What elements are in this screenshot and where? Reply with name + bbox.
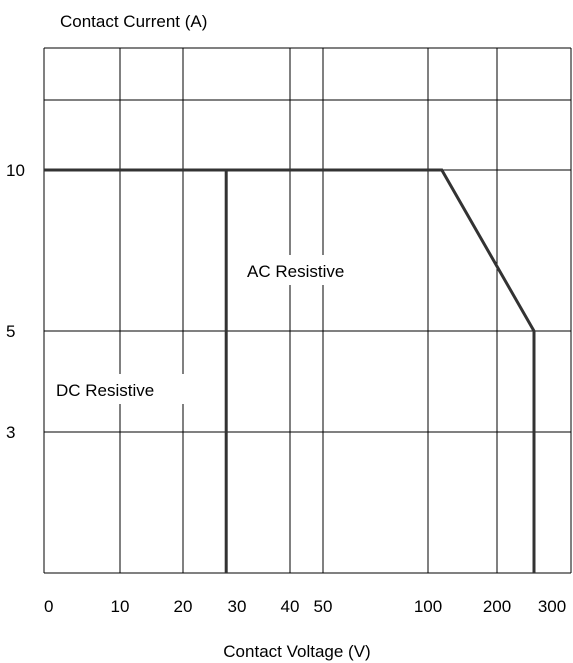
ac-label-bg xyxy=(243,255,393,285)
y-tick-label: 3 xyxy=(6,423,15,442)
dc-resistive-curve xyxy=(44,168,228,573)
x-tick-label: 100 xyxy=(414,597,442,616)
x-tick-label: 200 xyxy=(483,597,511,616)
ac-resistive-label: AC Resistive xyxy=(247,262,344,281)
x-tick-label: 20 xyxy=(174,597,193,616)
x-tick-label: 10 xyxy=(111,597,130,616)
y-tick-labels: 10 5 3 xyxy=(6,161,25,442)
dc-resistive-label: DC Resistive xyxy=(56,381,154,400)
x-tick-label: 40 xyxy=(281,597,300,616)
x-axis-label: Contact Voltage (V) xyxy=(223,642,370,661)
y-axis-label: Contact Current (A) xyxy=(60,12,207,31)
y-tick-label: 10 xyxy=(6,161,25,180)
x-tick-label: 300 xyxy=(538,597,566,616)
x-tick-label: 50 xyxy=(314,597,333,616)
dc-label-bg xyxy=(52,374,204,404)
x-tick-label: 0 xyxy=(44,597,53,616)
y-tick-label: 5 xyxy=(6,322,15,341)
x-tick-label: 30 xyxy=(228,597,247,616)
x-tick-labels: 0 10 20 30 40 50 100 200 300 xyxy=(44,597,566,616)
grid-lines xyxy=(43,47,572,574)
ac-resistive-curve xyxy=(44,168,536,573)
curves xyxy=(44,168,536,573)
